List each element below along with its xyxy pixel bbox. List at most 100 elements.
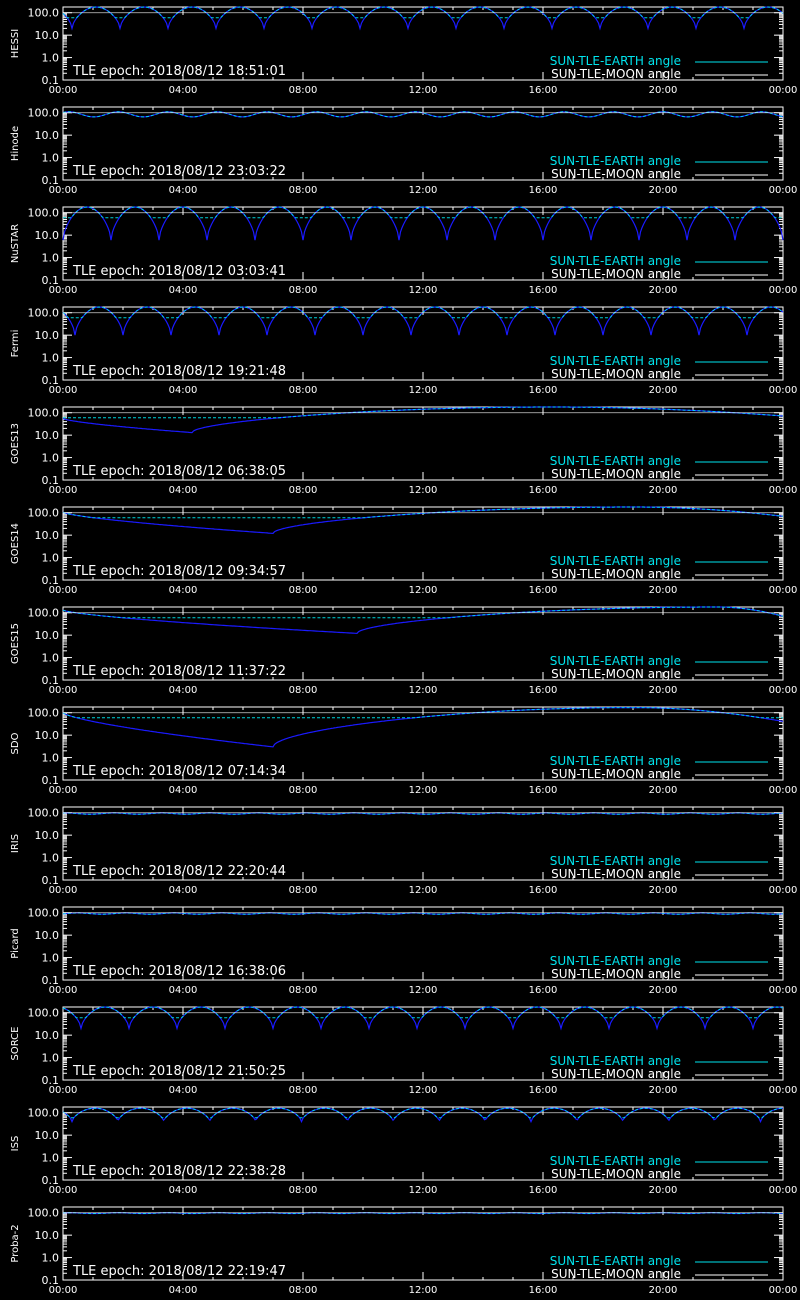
x-tick-label: 04:00 xyxy=(169,885,198,896)
x-tick-label: 00:00 xyxy=(769,1285,798,1296)
x-tick-label: 00:00 xyxy=(769,985,798,996)
x-tick-label: 16:00 xyxy=(529,585,558,596)
plot-panel-goes13: 0.1 1.0 10.0 100.0 00:00 04:00 08:00 12:00 16:00… xyxy=(10,406,798,496)
x-tick-label: 08:00 xyxy=(289,385,318,396)
x-tick-label: 16:00 xyxy=(529,785,558,796)
earth-angle-peaks xyxy=(62,1107,783,1119)
x-tick-label: 20:00 xyxy=(649,285,678,296)
x-tick-label: 20:00 xyxy=(649,585,678,596)
x-tick-label: 00:00 xyxy=(49,485,78,496)
legend-label: SUN-TLE-EARTH angle xyxy=(550,554,681,568)
legend-label: SUN-TLE-MOON angle xyxy=(551,67,681,81)
x-tick-label: 20:00 xyxy=(649,1085,678,1096)
y-tick-label: 10.0 xyxy=(35,1229,60,1242)
x-tick-label: 08:00 xyxy=(289,1085,318,1096)
y-tick-label: 1.0 xyxy=(42,552,60,565)
x-tick-label: 00:00 xyxy=(769,1185,798,1196)
x-tick-label: 00:00 xyxy=(49,285,78,296)
x-tick-label: 04:00 xyxy=(169,1185,198,1196)
legend-label: SUN-TLE-MOON angle xyxy=(551,967,681,981)
satellite-label: GOES14 xyxy=(10,523,21,564)
x-tick-label: 04:00 xyxy=(169,685,198,696)
y-tick-label: 1.0 xyxy=(42,852,60,865)
x-tick-label: 08:00 xyxy=(289,185,318,196)
x-tick-label: 12:00 xyxy=(409,185,438,196)
tle-epoch-label: TLE epoch: 2018/08/12 19:21:48 xyxy=(72,364,286,379)
legend-label: SUN-TLE-MOON angle xyxy=(551,1067,681,1081)
x-tick-label: 00:00 xyxy=(769,485,798,496)
y-tick-label: 100.0 xyxy=(28,1107,60,1120)
tle-epoch-label: TLE epoch: 2018/08/12 22:20:44 xyxy=(72,864,286,879)
y-tick-label: 10.0 xyxy=(35,229,60,242)
x-tick-label: 12:00 xyxy=(409,985,438,996)
x-tick-label: 12:00 xyxy=(409,85,438,96)
legend-label: SUN-TLE-MOON angle xyxy=(551,267,681,281)
x-tick-label: 00:00 xyxy=(769,185,798,196)
tle-epoch-label: TLE epoch: 2018/08/12 16:38:06 xyxy=(72,964,286,979)
tle-epoch-label: TLE epoch: 2018/08/12 18:51:01 xyxy=(72,64,286,79)
y-tick-label: 10.0 xyxy=(35,1129,60,1142)
legend-label: SUN-TLE-MOON angle xyxy=(551,1267,681,1281)
y-tick-label: 100.0 xyxy=(28,107,60,120)
satellite-label: SORCE xyxy=(10,1027,21,1061)
x-tick-label: 04:00 xyxy=(169,985,198,996)
tle-epoch-label: TLE epoch: 2018/08/12 21:50:25 xyxy=(72,1064,286,1079)
y-tick-label: 0.1 xyxy=(42,474,60,487)
y-tick-label: 1.0 xyxy=(42,652,60,665)
x-tick-label: 00:00 xyxy=(49,885,78,896)
x-tick-label: 04:00 xyxy=(169,785,198,796)
y-tick-label: 10.0 xyxy=(35,29,60,42)
x-tick-label: 00:00 xyxy=(49,385,78,396)
y-tick-label: 1.0 xyxy=(42,752,60,765)
legend-label: SUN-TLE-MOON angle xyxy=(551,167,681,181)
x-tick-label: 12:00 xyxy=(409,385,438,396)
x-tick-label: 04:00 xyxy=(169,485,198,496)
legend-label: SUN-TLE-EARTH angle xyxy=(550,1254,681,1268)
x-tick-label: 12:00 xyxy=(409,785,438,796)
y-tick-label: 0.1 xyxy=(42,1274,60,1287)
x-tick-label: 00:00 xyxy=(769,285,798,296)
x-tick-label: 12:00 xyxy=(409,585,438,596)
legend-label: SUN-TLE-MOON angle xyxy=(551,367,681,381)
y-tick-label: 1.0 xyxy=(42,952,60,965)
x-tick-label: 08:00 xyxy=(289,585,318,596)
legend-label: SUN-TLE-EARTH angle xyxy=(550,1054,681,1068)
x-tick-label: 04:00 xyxy=(169,1085,198,1096)
x-tick-label: 20:00 xyxy=(649,85,678,96)
x-tick-label: 20:00 xyxy=(649,885,678,896)
y-tick-label: 0.1 xyxy=(42,1174,60,1187)
earth-angle-peaks xyxy=(63,206,783,219)
x-tick-label: 00:00 xyxy=(49,85,78,96)
x-tick-label: 16:00 xyxy=(529,885,558,896)
y-tick-label: 100.0 xyxy=(28,207,60,220)
x-tick-label: 00:00 xyxy=(769,785,798,796)
y-tick-label: 10.0 xyxy=(35,429,60,442)
earth-angle-peaks xyxy=(62,306,784,319)
earth-angle-peaks xyxy=(63,406,784,419)
earth-angle-peaks xyxy=(62,1006,784,1019)
x-tick-label: 08:00 xyxy=(289,1185,318,1196)
plot-panel-goes15: 0.1 1.0 10.0 100.0 00:00 04:00 08:00 12:00 16:00… xyxy=(10,606,797,696)
tle-epoch-label: TLE epoch: 2018/08/12 23:03:22 xyxy=(72,164,286,179)
satellite-label: HESSI xyxy=(10,29,21,58)
x-tick-label: 04:00 xyxy=(169,185,198,196)
satellite-label: GOES13 xyxy=(10,423,21,464)
y-tick-label: 100.0 xyxy=(28,707,60,720)
y-tick-label: 1.0 xyxy=(42,152,60,165)
plot-panel-sorce: 0.1 1.0 10.0 100.0 00:00 04:00 08:00 12:00 16:00… xyxy=(10,1006,797,1096)
plot-panel-fermi: 0.1 1.0 10.0 100.0 00:00 04:00 08:00 12:00 16:00… xyxy=(10,306,797,396)
y-tick-label: 0.1 xyxy=(42,674,60,687)
satellite-label: Proba-2 xyxy=(10,1224,21,1262)
legend-label: SUN-TLE-EARTH angle xyxy=(550,654,681,668)
y-tick-label: 0.1 xyxy=(42,874,60,887)
x-tick-label: 16:00 xyxy=(529,485,558,496)
x-tick-label: 00:00 xyxy=(49,785,78,796)
y-tick-label: 100.0 xyxy=(28,407,60,420)
x-tick-label: 12:00 xyxy=(409,1185,438,1196)
satellite-label: IRIS xyxy=(10,834,21,853)
x-tick-label: 00:00 xyxy=(49,985,78,996)
x-tick-label: 16:00 xyxy=(529,1185,558,1196)
x-tick-label: 08:00 xyxy=(289,785,318,796)
legend-label: SUN-TLE-EARTH angle xyxy=(550,954,681,968)
y-tick-label: 10.0 xyxy=(35,129,60,142)
